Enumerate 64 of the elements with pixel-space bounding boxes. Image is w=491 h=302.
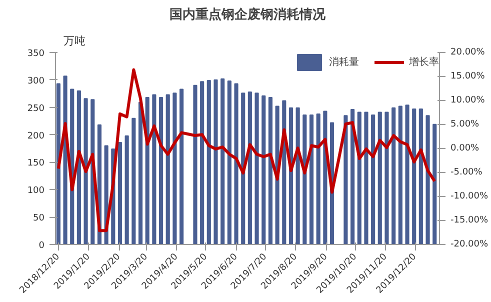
bar [392, 107, 396, 244]
bar [138, 102, 143, 244]
y-tick-label: 350 [27, 49, 45, 59]
bar [132, 118, 136, 244]
bar [357, 112, 362, 244]
y-tick-label: 250 [27, 104, 45, 114]
bar [302, 114, 307, 244]
y-axis-title: 万吨 [64, 34, 86, 48]
y2-tick-label: -20.00% [450, 240, 489, 250]
bar [296, 107, 300, 244]
bar [262, 95, 266, 244]
bar [316, 113, 320, 244]
bar [254, 92, 259, 244]
bar [172, 92, 177, 244]
bar [426, 115, 430, 244]
bar [384, 112, 389, 244]
y2-tick-label: -10.00% [450, 192, 489, 202]
bar [158, 96, 164, 244]
bar [56, 83, 60, 244]
legend-label: 消耗量 [329, 56, 359, 69]
bar [124, 135, 129, 244]
bar [350, 109, 355, 244]
line-series [56, 68, 436, 232]
y-tick-label: 100 [27, 186, 45, 196]
bar [344, 115, 348, 244]
bar [234, 83, 238, 244]
bar [227, 80, 232, 244]
bar [84, 98, 88, 244]
y-tick-label: 200 [27, 131, 45, 142]
y-tick-label: 50 [33, 214, 45, 224]
bar [364, 112, 368, 244]
bar [241, 92, 246, 244]
y2-tick-label: 15.00% [450, 72, 486, 82]
bar [309, 114, 314, 244]
bar [418, 108, 423, 244]
bar [371, 114, 376, 244]
bar [118, 142, 122, 244]
bar [214, 79, 218, 244]
bar [268, 96, 272, 244]
y2-tick-label: -5.00% [450, 168, 483, 178]
y-tick-label: 150 [27, 158, 45, 169]
bar [248, 91, 252, 244]
y2-tick-label: 0.00% [450, 144, 480, 154]
y-tick-label: 300 [27, 76, 45, 86]
y2-tick-label: 20.00% [450, 48, 486, 58]
y2-tick-label: -15.00% [450, 216, 489, 226]
bar [180, 88, 184, 244]
bar [412, 108, 416, 244]
bar [432, 124, 437, 244]
bar [405, 104, 410, 244]
y2-tick-label: 10.00% [450, 96, 486, 106]
bar [193, 84, 198, 244]
bar [220, 78, 225, 244]
bar [378, 112, 382, 244]
chart-title: 国内重点钢企废钢消耗情况 [170, 6, 326, 22]
bar [398, 106, 402, 244]
bar [200, 81, 204, 244]
legend-label: 增长率 [409, 56, 439, 69]
y-tick-label: 0 [38, 241, 45, 251]
bar [152, 94, 156, 244]
bar [76, 90, 81, 244]
bar [166, 94, 170, 244]
y2-tick-label: 5.00% [450, 120, 480, 130]
bar [206, 80, 211, 244]
